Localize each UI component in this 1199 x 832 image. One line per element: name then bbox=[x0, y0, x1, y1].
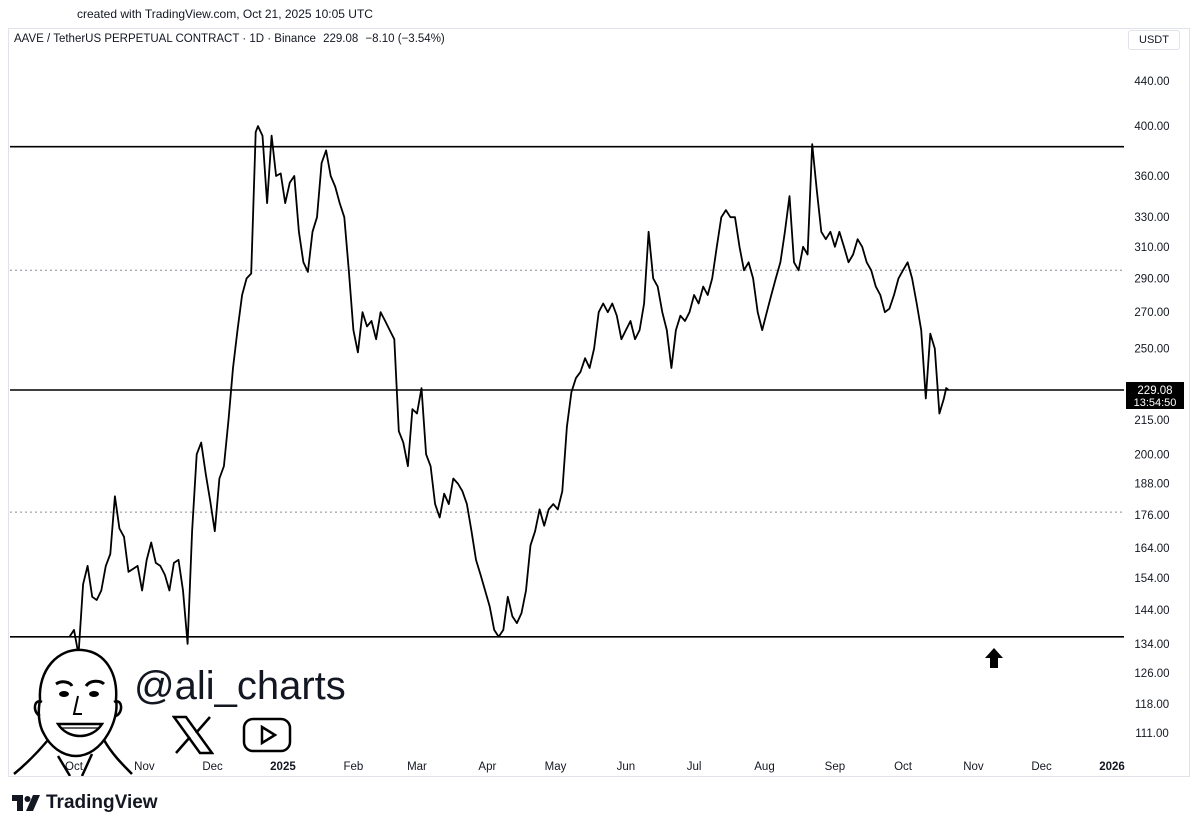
y-tick-label: 250.00 bbox=[1134, 344, 1169, 356]
tradingview-brand[interactable]: TradingView bbox=[12, 792, 158, 814]
price-line-0 bbox=[68, 125, 950, 656]
price-tag-box bbox=[1126, 382, 1184, 409]
y-tick-label: 310.00 bbox=[1134, 242, 1169, 254]
x-tick-label: Sep bbox=[825, 761, 845, 773]
brand-name: TradingView bbox=[46, 792, 158, 813]
y-tick-label: 118.00 bbox=[1135, 699, 1169, 711]
last-price-tag: 229.08 13:54:50 bbox=[1126, 382, 1184, 409]
x-tick-label: Nov bbox=[963, 761, 984, 773]
x-tick-label: Dec bbox=[202, 761, 223, 773]
y-tick-label: 290.00 bbox=[1134, 273, 1169, 285]
x-tick-label: Nov bbox=[134, 761, 155, 773]
y-tick-label: 144.00 bbox=[1134, 605, 1169, 617]
x-tick-label: Jun bbox=[617, 761, 636, 773]
y-tick-label: 134.00 bbox=[1134, 639, 1169, 651]
x-tick-label: Oct bbox=[65, 761, 84, 773]
x-tick-label: May bbox=[545, 761, 567, 773]
x-tick-label: 2026 bbox=[1099, 761, 1125, 773]
price-tag-countdown: 13:54:50 bbox=[1134, 397, 1177, 409]
price-tag-price: 229.08 bbox=[1137, 385, 1172, 397]
y-tick-label: 126.00 bbox=[1134, 668, 1169, 680]
x-tick-label: Feb bbox=[343, 761, 363, 773]
y-tick-label: 111.00 bbox=[1135, 728, 1168, 740]
y-tick-label: 270.00 bbox=[1134, 307, 1169, 319]
symbol-header: AAVE / TetherUS PERPETUAL CONTRACT · 1D … bbox=[14, 33, 449, 45]
x-tick-label: Dec bbox=[1031, 761, 1052, 773]
y-tick-label: 176.00 bbox=[1134, 510, 1169, 522]
currency-button[interactable]: USDT bbox=[1128, 30, 1180, 50]
y-tick-label: 215.00 bbox=[1134, 415, 1169, 427]
y-tick-label: 400.00 bbox=[1134, 121, 1169, 133]
y-tick-label: 154.00 bbox=[1134, 573, 1169, 585]
symbol-title: AAVE / TetherUS PERPETUAL CONTRACT · 1D … bbox=[14, 33, 316, 45]
price-axis[interactable]: 440.00 400.00 360.00 330.00 310.00 290.00 270.… bbox=[1134, 76, 1169, 740]
y-tick-label: 360.00 bbox=[1134, 171, 1169, 183]
price-series bbox=[68, 125, 950, 656]
x-tick-label: Mar bbox=[407, 761, 427, 773]
x-tick-label: Oct bbox=[894, 761, 913, 773]
avatar bbox=[13, 648, 133, 776]
x-tick-label: 2025 bbox=[270, 761, 296, 773]
y-tick-label: 440.00 bbox=[1134, 76, 1169, 88]
created-with-line: created with TradingView.com, Oct 21, 20… bbox=[77, 7, 373, 21]
x-tick-label: Aug bbox=[754, 761, 774, 773]
x-tick-label: Jul bbox=[687, 761, 702, 773]
y-tick-label: 330.00 bbox=[1134, 212, 1169, 224]
watermark-handle: @ali_charts bbox=[134, 664, 346, 708]
time-axis[interactable]: Oct Nov Dec 2025 Feb Mar Apr May Jun Jul Aug Sep Oct… bbox=[65, 761, 1125, 773]
price-change: −8.10 (−3.54%) bbox=[365, 33, 445, 45]
chart-frame bbox=[8, 28, 1190, 777]
x-logo-icon[interactable] bbox=[172, 715, 214, 755]
last-price: 229.08 bbox=[323, 33, 359, 45]
youtube-icon[interactable] bbox=[242, 717, 292, 753]
social-icons bbox=[172, 715, 292, 755]
x-tick-label: Apr bbox=[478, 761, 496, 773]
y-tick-label: 164.00 bbox=[1134, 543, 1169, 555]
up-arrow-icon bbox=[985, 648, 1003, 668]
y-tick-label: 188.00 bbox=[1134, 479, 1169, 491]
tradingview-logo-icon bbox=[12, 795, 40, 811]
horizontal-levels bbox=[10, 145, 1124, 638]
y-tick-label: 200.00 bbox=[1134, 449, 1169, 461]
